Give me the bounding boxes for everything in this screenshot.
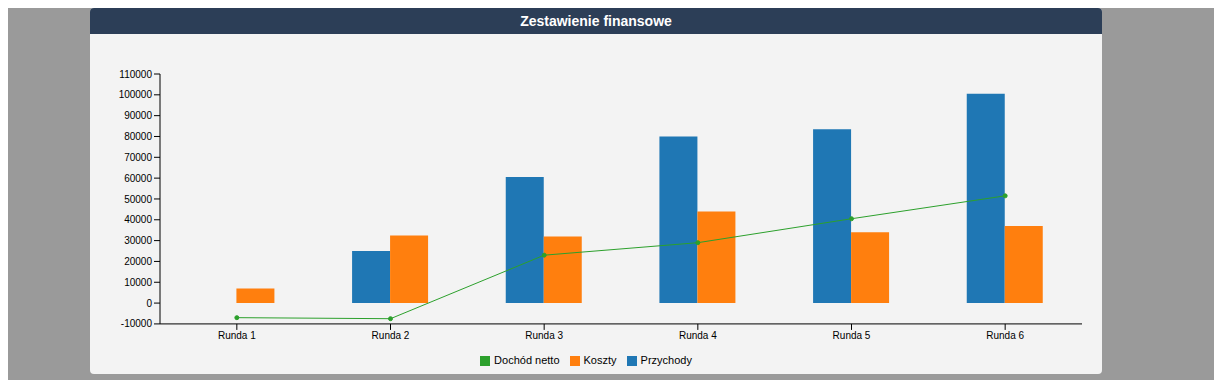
- svg-text:Runda 1: Runda 1: [218, 330, 256, 341]
- svg-text:60000: 60000: [124, 173, 152, 184]
- svg-text:10000: 10000: [124, 277, 152, 288]
- html-text:Dochód netto: Dochód netto: [494, 353, 560, 366]
- svg-text:Runda 3: Runda 3: [525, 330, 563, 341]
- svg-text:30000: 30000: [124, 235, 152, 246]
- svg-text:Runda 2: Runda 2: [372, 330, 410, 341]
- svg-text:110000: 110000: [119, 69, 152, 80]
- svg-text:70000: 70000: [124, 152, 152, 163]
- html-text:Zestawienie finansowe: Zestawienie finansowe: [520, 13, 672, 29]
- svg-text:Runda 5: Runda 5: [833, 330, 871, 341]
- svg-text:20000: 20000: [124, 256, 152, 267]
- html-text:Koszty: Koszty: [583, 353, 617, 366]
- svg-text:-10000: -10000: [121, 318, 153, 329]
- svg-text:50000: 50000: [124, 194, 152, 205]
- svg-text:Runda 6: Runda 6: [986, 330, 1024, 341]
- svg-text:100000: 100000: [119, 89, 153, 100]
- svg-text:90000: 90000: [124, 110, 152, 121]
- svg-text:Runda 4: Runda 4: [679, 330, 717, 341]
- svg-text:0: 0: [146, 298, 152, 309]
- svg-text:40000: 40000: [124, 214, 152, 225]
- html-text:Przychody: Przychody: [640, 353, 692, 366]
- svg-text:80000: 80000: [124, 131, 152, 142]
